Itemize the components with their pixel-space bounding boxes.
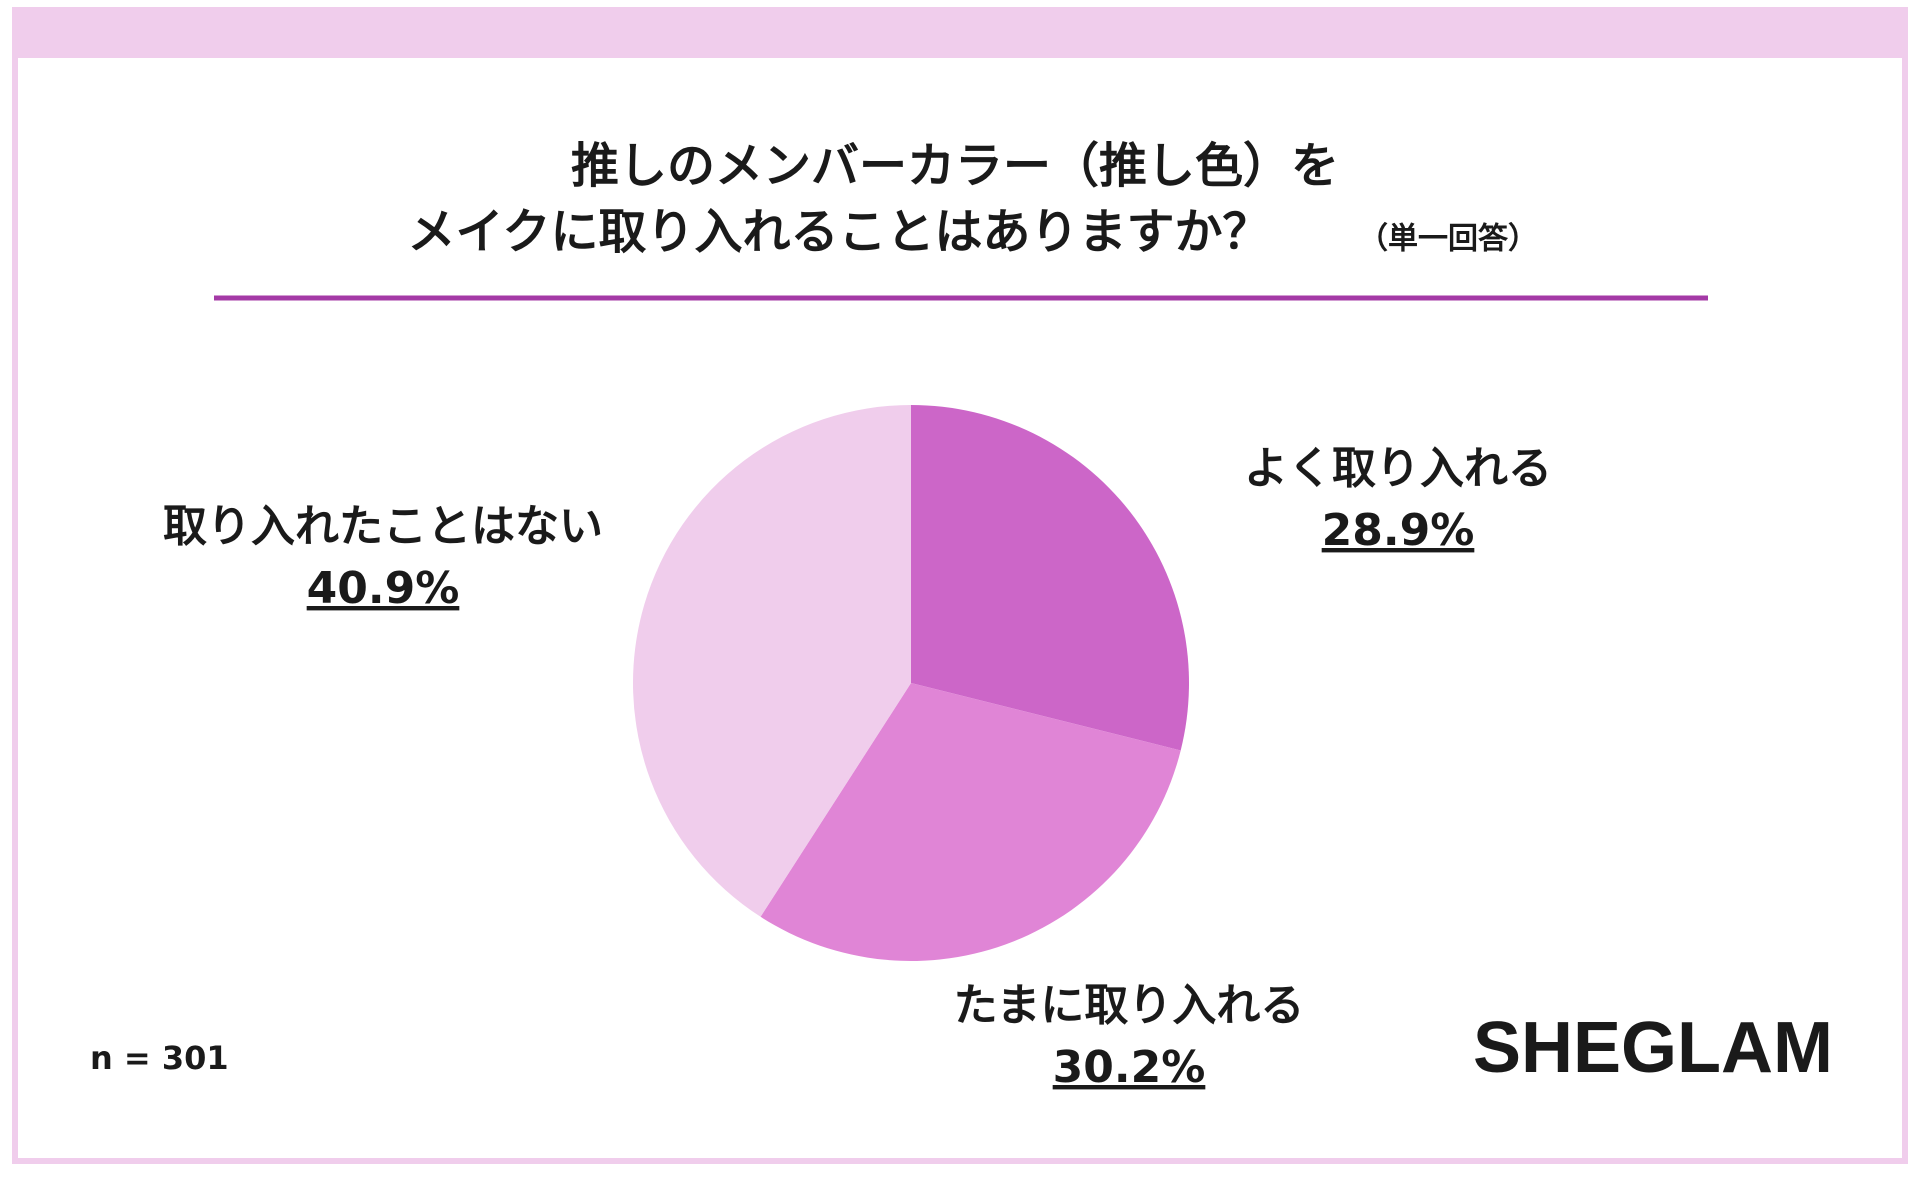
slice-label: たまに取り入れる: [954, 980, 1305, 1031]
chart-title: 推しのメンバーカラー（推し色）を: [571, 138, 1339, 194]
sample-note: n = 301: [90, 1039, 229, 1077]
value-label: 30.2%: [1053, 1042, 1206, 1093]
chart-subtitle: （単一回答）: [1358, 222, 1538, 257]
top-band: [15, 10, 1905, 58]
pie-slice: [911, 405, 1189, 751]
value-label: 40.9%: [307, 563, 460, 614]
pie-slice: [760, 683, 1181, 962]
chart-title: メイクに取り入れることはありますか？: [407, 204, 1270, 260]
pie-slice: [633, 405, 911, 917]
value-label: 28.9%: [1322, 505, 1475, 556]
slice-label: 取り入れたことはない: [163, 501, 603, 552]
brand-logo: SHEGLAM: [1473, 1008, 1833, 1088]
slice-label: よく取り入れる: [1244, 443, 1552, 494]
